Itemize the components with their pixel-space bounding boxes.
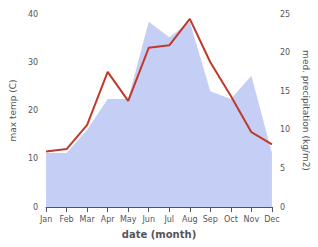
svg-text:0: 0: [280, 203, 285, 212]
svg-text:0: 0: [33, 203, 38, 212]
svg-text:20: 20: [280, 48, 290, 57]
svg-text:med. precipitation (kg/m2): med. precipitation (kg/m2): [301, 50, 311, 171]
svg-text:Oct: Oct: [224, 215, 238, 224]
svg-text:15: 15: [280, 87, 290, 96]
svg-text:Feb: Feb: [60, 215, 74, 224]
svg-text:Nov: Nov: [244, 215, 260, 224]
svg-text:Mar: Mar: [80, 215, 96, 224]
svg-text:May: May: [120, 215, 137, 224]
svg-text:Jun: Jun: [141, 215, 155, 224]
svg-text:25: 25: [280, 10, 290, 19]
svg-text:20: 20: [28, 106, 38, 115]
svg-text:40: 40: [28, 10, 38, 19]
svg-text:30: 30: [28, 58, 38, 67]
svg-text:max temp (C): max temp (C): [8, 79, 18, 141]
svg-text:5: 5: [280, 164, 285, 173]
svg-text:10: 10: [280, 125, 290, 134]
svg-text:Dec: Dec: [264, 215, 279, 224]
svg-text:10: 10: [28, 154, 38, 163]
svg-text:Aug: Aug: [182, 215, 198, 224]
svg-text:date (month): date (month): [122, 229, 196, 240]
svg-text:Apr: Apr: [101, 215, 116, 224]
svg-text:Sep: Sep: [203, 215, 218, 224]
svg-text:Jul: Jul: [163, 215, 174, 224]
svg-text:Jan: Jan: [39, 215, 52, 224]
